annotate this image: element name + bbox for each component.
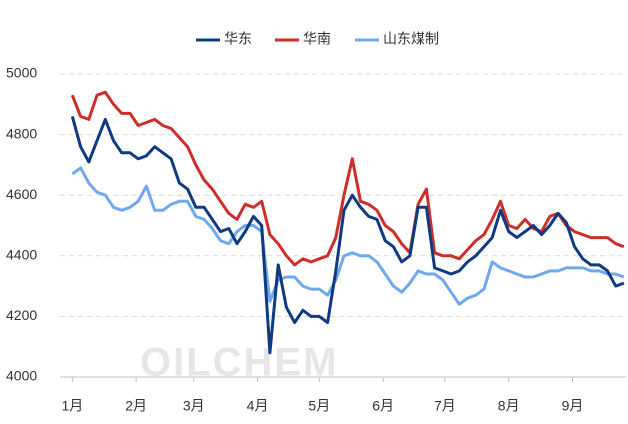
x-tick-label: 7月 xyxy=(434,398,456,414)
x-tick-label: 8月 xyxy=(498,398,520,414)
series-line xyxy=(70,90,625,267)
x-tick-label: 4月 xyxy=(247,398,269,414)
x-tick-label: 3月 xyxy=(183,398,205,414)
x-tick-label: 9月 xyxy=(562,398,584,414)
watermark: OILCHEM xyxy=(140,341,338,385)
y-tick-label: 4000 xyxy=(6,368,37,384)
legend-label: 华南 xyxy=(303,31,331,47)
series-line xyxy=(70,116,625,355)
y-tick-label: 4400 xyxy=(6,247,37,263)
y-tick-label: 5000 xyxy=(6,65,37,81)
y-tick-label: 4200 xyxy=(6,307,37,323)
x-tick-label: 5月 xyxy=(308,398,330,414)
legend-label: 山东煤制 xyxy=(383,31,439,47)
series-line xyxy=(71,166,625,306)
y-tick-label: 4800 xyxy=(6,125,37,141)
legend-label: 华东 xyxy=(224,31,252,47)
x-tick-label: 2月 xyxy=(125,398,147,414)
x-tick-label: 1月 xyxy=(61,398,83,414)
x-tick-label: 6月 xyxy=(372,398,394,414)
y-tick-label: 4600 xyxy=(6,186,37,202)
